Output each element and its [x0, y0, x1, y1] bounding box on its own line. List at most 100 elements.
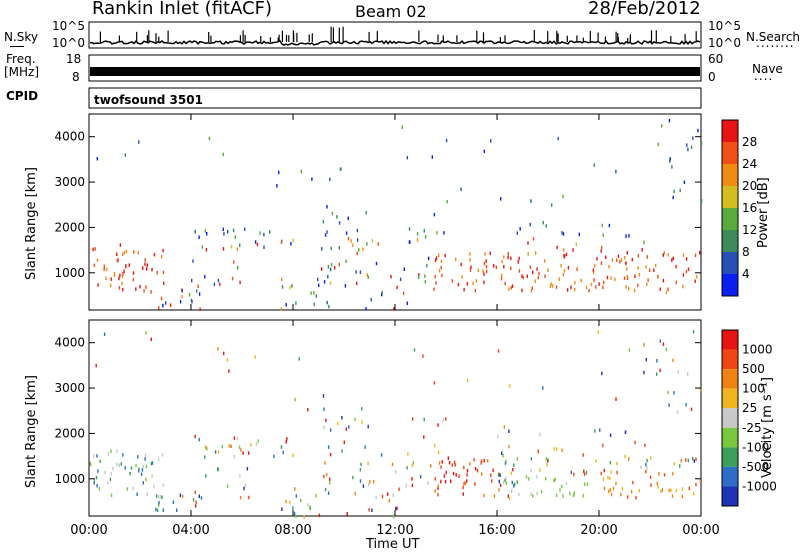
vel-cell	[361, 420, 363, 424]
power-cell	[648, 268, 651, 272]
vel-cell	[628, 457, 630, 461]
vel-cell	[453, 460, 456, 464]
power-cell	[562, 272, 564, 277]
power-cell	[359, 270, 362, 274]
vel-cell	[318, 513, 321, 518]
power-cell	[628, 287, 630, 291]
power-cell	[165, 301, 167, 305]
vel-cell	[503, 425, 506, 429]
power-cell	[446, 199, 448, 204]
vel-cell	[329, 452, 332, 457]
vel-cell	[630, 489, 633, 494]
power-cell	[96, 157, 98, 161]
power-cell	[657, 275, 659, 279]
vel-cell	[638, 488, 640, 493]
vel-cell	[681, 494, 683, 499]
power-cell	[551, 203, 553, 207]
power-cell	[329, 177, 331, 182]
vel-cell	[625, 430, 627, 434]
power-cell	[469, 268, 472, 272]
vel-cell	[487, 459, 489, 463]
power-cell	[118, 286, 121, 290]
power-cell	[347, 216, 349, 221]
vel-cell	[412, 417, 414, 421]
power-cell	[196, 289, 198, 293]
vel-cell	[473, 457, 475, 462]
vel-cell	[677, 370, 680, 374]
vel-cell	[530, 456, 533, 461]
vel-cell	[161, 495, 163, 499]
x-tick-label: 00:00	[70, 523, 107, 538]
power-cell	[356, 228, 359, 233]
power-cell	[516, 231, 518, 235]
vel-cell	[217, 347, 219, 351]
power-cell	[239, 280, 241, 285]
vel-cell	[458, 474, 460, 478]
vel-cell	[469, 462, 471, 466]
vel-cell	[136, 492, 138, 496]
power-cell	[592, 270, 595, 275]
cpid-value: twofsound 3501	[94, 93, 203, 107]
nsearch-label: N.Search	[746, 30, 800, 44]
power-cell	[315, 294, 317, 298]
power-cell	[169, 303, 172, 307]
vel-cell	[369, 480, 371, 484]
power-cell	[638, 273, 640, 277]
power-cell	[601, 223, 603, 228]
power-cell	[534, 251, 537, 255]
vel-cell	[502, 454, 504, 458]
vel-cell	[480, 461, 482, 465]
station-title: Rankin Inlet (fitACF)	[92, 0, 273, 19]
power-cell	[637, 283, 639, 288]
vel-cell	[668, 488, 670, 493]
power-cell	[110, 277, 112, 281]
power-cell	[585, 285, 588, 290]
vel-cell	[505, 459, 507, 464]
vel-cell	[281, 507, 283, 511]
power-cell	[562, 194, 564, 199]
power-cell	[507, 255, 509, 260]
vel-cell	[624, 430, 627, 435]
vel-cell	[688, 486, 690, 491]
vel-cell	[462, 485, 464, 490]
vel-cell	[364, 445, 366, 449]
vel-cell	[230, 444, 232, 449]
power-cell	[608, 223, 611, 228]
power-cell	[440, 265, 442, 270]
vel-cell	[615, 481, 617, 486]
vel-cell	[341, 449, 343, 453]
power-cells	[92, 118, 703, 312]
power-cell	[682, 273, 685, 277]
power-ytick-label: 4000	[54, 130, 85, 144]
vel-cell	[368, 508, 370, 512]
power-cell	[334, 266, 336, 270]
power-cell	[137, 251, 139, 255]
vel-cell	[565, 481, 568, 486]
power-cell	[375, 261, 378, 266]
power-cell	[263, 245, 265, 249]
power-cell	[647, 278, 649, 282]
power-cell	[527, 252, 529, 256]
vel-cell	[95, 363, 97, 368]
vel-cell	[204, 455, 206, 459]
vel-cell	[672, 472, 674, 476]
power-cell	[390, 274, 392, 279]
power-cell	[669, 159, 671, 163]
power-cell	[565, 252, 568, 257]
vel-cell	[650, 483, 652, 487]
power-cell	[231, 276, 234, 281]
vel-cell	[499, 473, 501, 477]
power-cell	[625, 234, 627, 238]
power-cell	[620, 258, 623, 262]
freq-tick-bottom: 8	[72, 70, 80, 84]
colorbars: 28 24 20 16 12 8 4 1000 500 100 25 -25 -100 -500 -1000	[721, 119, 777, 507]
power-cell	[263, 232, 265, 237]
power-cell	[633, 288, 636, 293]
vel-cell	[371, 508, 373, 512]
power-cell	[424, 274, 426, 278]
power-cell	[94, 247, 96, 251]
power-cell	[223, 232, 225, 236]
power-cell	[317, 277, 319, 282]
power-cell	[326, 205, 328, 209]
vel-cell	[466, 479, 468, 483]
